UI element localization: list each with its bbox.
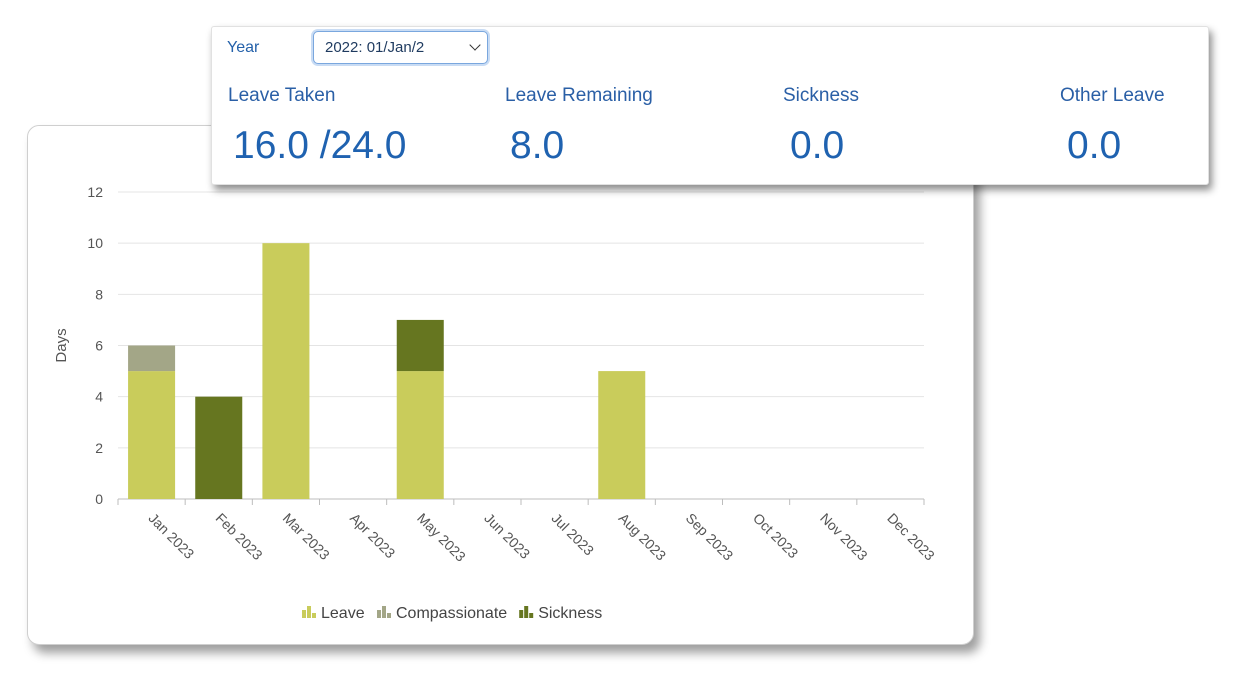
legend-swatch-icon — [307, 606, 311, 618]
leave-remaining-value: 8.0 — [510, 124, 565, 167]
other-leave-value: 0.0 — [1067, 124, 1122, 167]
y-tick-label: 0 — [95, 491, 103, 507]
leave-taken-label: Leave Taken — [228, 85, 336, 106]
x-tick-label: Dec 2023 — [884, 510, 938, 564]
x-tick-label: Mar 2023 — [280, 510, 333, 563]
legend-swatch-icon — [312, 613, 316, 618]
leave-remaining-label: Leave Remaining — [505, 85, 653, 106]
sickness-label: Sickness — [783, 85, 860, 106]
y-tick-label: 4 — [95, 389, 103, 405]
x-tick-label: Jul 2023 — [548, 510, 597, 559]
y-tick-label: 8 — [95, 286, 103, 302]
year-select-value: 2022: 01/Jan/2 — [325, 39, 425, 56]
x-tick-label: Jun 2023 — [481, 510, 533, 562]
legend-item-sickness[interactable]: Sickness — [519, 605, 602, 622]
legend-swatch-icon — [387, 613, 391, 618]
year-select[interactable]: 2022: 01/Jan/2 — [313, 31, 488, 64]
x-tick-label: Aug 2023 — [616, 510, 670, 564]
x-tick-label: Jan 2023 — [145, 510, 197, 562]
bar-sickness — [195, 396, 243, 499]
leave-chart: 0 2 4 6 8 10 12 Days Jan 2023 Feb 2023 Mar 2023 Apr… — [53, 184, 938, 622]
year-label: Year — [227, 39, 260, 56]
bar-compassionate — [128, 345, 176, 372]
bar-leave — [262, 243, 310, 499]
legend-label: Compassionate — [396, 605, 507, 622]
x-tick-label: May 2023 — [414, 510, 469, 565]
y-tick-label: 12 — [87, 184, 103, 200]
legend-label: Sickness — [538, 605, 602, 622]
bar-leave — [396, 371, 444, 499]
leave-chart-card: 0 2 4 6 8 10 12 Days Jan 2023 Feb 2023 Mar 2023 Apr… — [27, 125, 974, 645]
leave-summary-card: Year 2022: 01/Jan/2 Leave Taken 16.0 /24… — [211, 26, 1209, 185]
legend-swatch-icon — [302, 610, 306, 618]
y-tick-label: 2 — [95, 440, 103, 456]
other-leave-label: Other Leave — [1060, 85, 1165, 106]
legend-swatch-icon — [524, 606, 529, 618]
legend-swatch-icon — [382, 606, 386, 618]
legend-item-leave[interactable]: Leave — [302, 605, 365, 622]
x-tick-label: Oct 2023 — [750, 510, 802, 562]
bar-leave — [128, 371, 176, 499]
x-tick-label: Sep 2023 — [683, 510, 737, 564]
bar-sickness — [396, 319, 444, 372]
x-tick-label: Nov 2023 — [817, 510, 871, 564]
chevron-down-icon — [469, 39, 481, 51]
leave-taken-value: 16.0 /24.0 — [233, 124, 407, 167]
x-tick-label: Apr 2023 — [347, 510, 399, 562]
legend-swatch-icon — [519, 610, 524, 618]
legend-swatch-icon — [377, 610, 381, 618]
legend-swatch-icon — [529, 613, 534, 618]
bar-leave — [598, 371, 646, 499]
x-tick-label: Feb 2023 — [213, 510, 266, 563]
legend-label: Leave — [321, 605, 365, 622]
y-tick-label: 6 — [95, 338, 103, 354]
legend-item-compassionate[interactable]: Compassionate — [377, 605, 507, 622]
sickness-value: 0.0 — [790, 124, 845, 167]
y-axis-title: Days — [53, 328, 70, 362]
y-tick-label: 10 — [87, 235, 103, 251]
